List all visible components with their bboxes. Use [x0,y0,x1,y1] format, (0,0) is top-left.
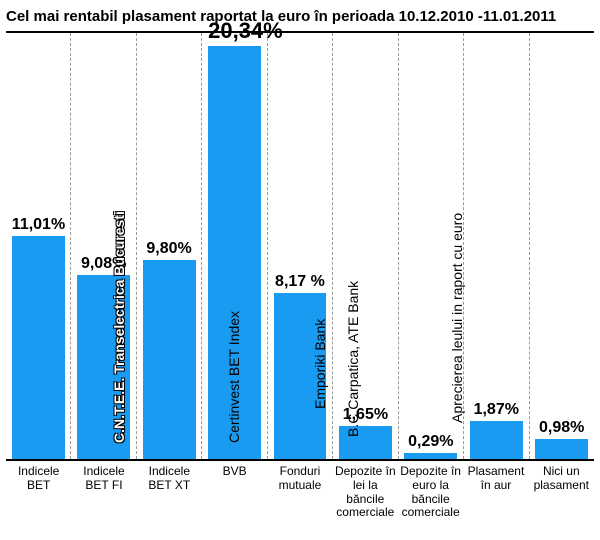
bar-slot: Emporiki Bank1,65% [333,33,398,459]
in-bar-label: C.N.T.E.E. Transelectrica Bucuresti [111,211,127,443]
chart-title: Cel mai rentabil plasament raportat la e… [6,8,594,25]
x-axis-label: Depozite în lei la băncile comerciale [333,465,398,520]
in-bar-label: B.C.Carpatica, ATE Bank [345,281,361,437]
x-axis-label: Indicele BET FI [71,465,136,520]
value-label: 1,87% [470,401,523,419]
value-label: 9,80% [143,240,196,258]
x-axis-label: BVB [202,465,267,520]
bar: 0,98% [535,439,588,459]
bar: 9,80% [143,260,196,459]
x-axis-label: Depozite în euro la băncile comerciale [398,465,463,520]
bar-slot: 1,87% [464,33,529,459]
value-label: 0,29% [404,433,457,451]
in-bar-label: Certinvest BET Index [226,311,242,443]
bar: 0,29% [404,453,457,459]
x-axis-label: Nici un plasament [529,465,594,520]
bar-slot: Aprecierea leului in raport cu euro0,98% [530,33,594,459]
investment-returns-chart: Cel mai rentabil plasament raportat la e… [0,0,600,540]
bar: 1,87% [470,421,523,459]
plot-area: 11,01%9,08%9,80%C.N.T.E.E. Transelectric… [6,31,594,461]
in-bar-label: Aprecierea leului in raport cu euro [449,213,465,423]
x-axis-label: Fonduri mutuale [267,465,332,520]
x-axis-label: Indicele BET [6,465,71,520]
x-axis-labels: Indicele BETIndicele BET FIIndicele BET … [6,465,594,520]
value-label: 0,98% [535,419,588,437]
in-bar-label: Emporiki Bank [312,319,328,409]
x-axis-label: Indicele BET XT [137,465,202,520]
bar: 11,01% [12,236,65,459]
value-label: 20,34% [208,18,261,44]
bar-slot: 9,80% [137,33,202,459]
value-label: 11,01% [12,216,65,234]
x-axis-label: Plasament în aur [463,465,528,520]
bar-slot: 11,01% [6,33,71,459]
value-label: 8,17 % [274,273,327,291]
